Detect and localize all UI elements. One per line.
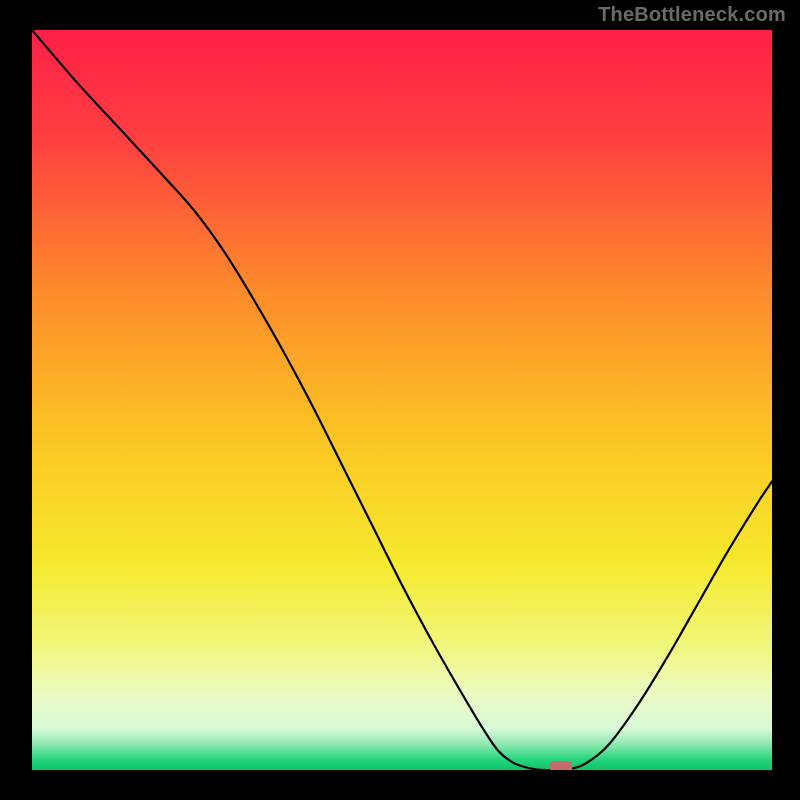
bottleneck-chart (32, 30, 772, 770)
optimum-marker (550, 761, 572, 770)
attribution-text: TheBottleneck.com (598, 4, 786, 27)
plot-area (32, 30, 772, 770)
gradient-background (32, 30, 772, 770)
chart-frame: TheBottleneck.com (0, 0, 800, 800)
